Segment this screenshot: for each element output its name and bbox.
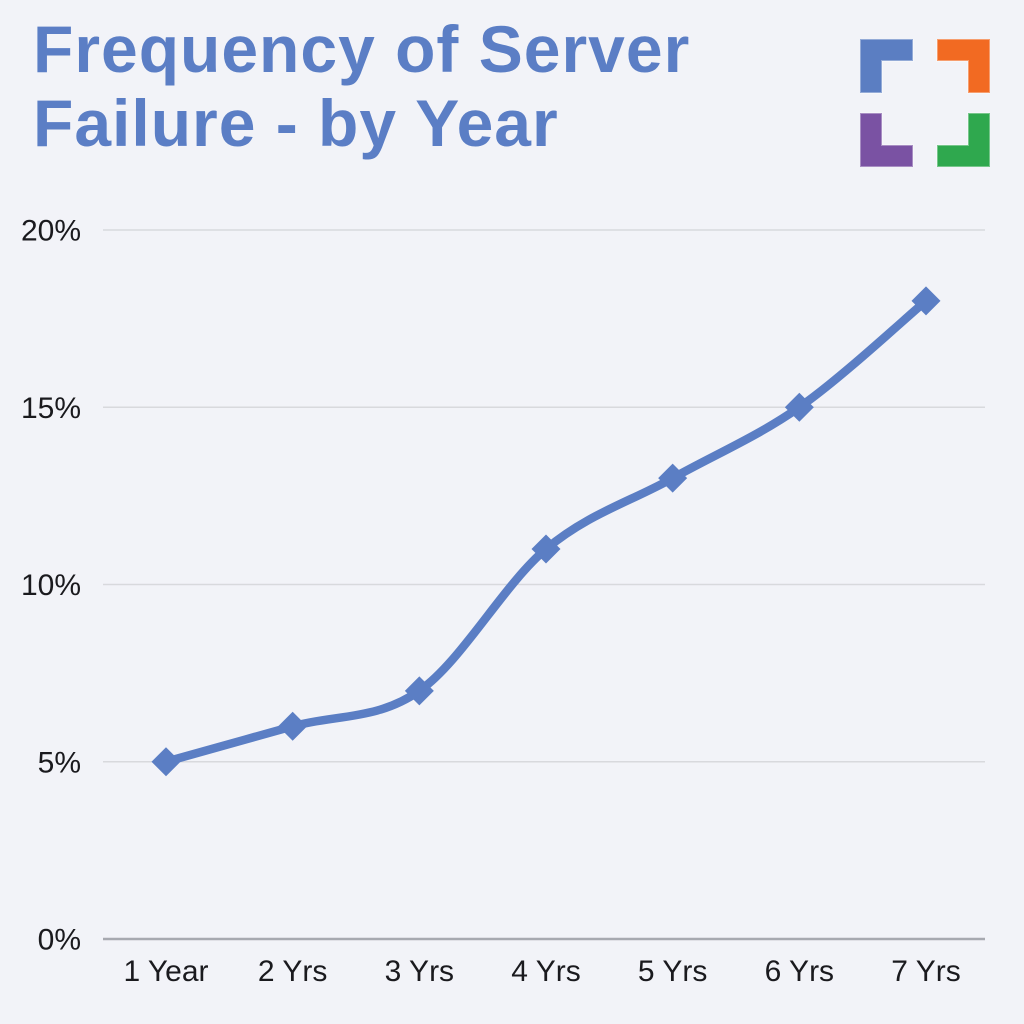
data-point-marker <box>278 711 308 741</box>
logo-corner-bottom-left-icon <box>860 112 914 167</box>
x-tick-label: 2 Yrs <box>258 955 327 988</box>
logo-corner-bottom-right-icon <box>936 112 990 167</box>
page-title: Frequency of Server Failure - by Year <box>33 12 691 160</box>
x-tick-label: 5 Yrs <box>638 955 707 988</box>
x-tick-label: 7 Yrs <box>891 955 960 988</box>
data-point-marker <box>784 392 814 422</box>
four-corners-logo-icon <box>860 39 990 167</box>
y-tick-label: 0% <box>38 924 81 957</box>
data-point-marker <box>404 676 434 706</box>
y-tick-label: 15% <box>21 392 81 425</box>
y-tick-label: 10% <box>21 569 81 602</box>
logo-corner-top-left-icon <box>860 39 914 94</box>
data-point-marker <box>151 747 181 777</box>
series-line <box>161 296 931 766</box>
data-point-marker <box>911 286 941 316</box>
x-tick-label: 3 Yrs <box>385 955 454 988</box>
x-tick-label: 6 Yrs <box>765 955 834 988</box>
x-tick-label: 1 Year <box>123 955 208 988</box>
y-tick-label: 5% <box>38 746 81 779</box>
data-point-marker <box>658 463 688 493</box>
x-tick-label: 4 Yrs <box>511 955 580 988</box>
y-tick-label: 20% <box>21 215 81 248</box>
logo-corner-top-right-icon <box>936 39 990 94</box>
data-point-marker <box>531 534 561 564</box>
